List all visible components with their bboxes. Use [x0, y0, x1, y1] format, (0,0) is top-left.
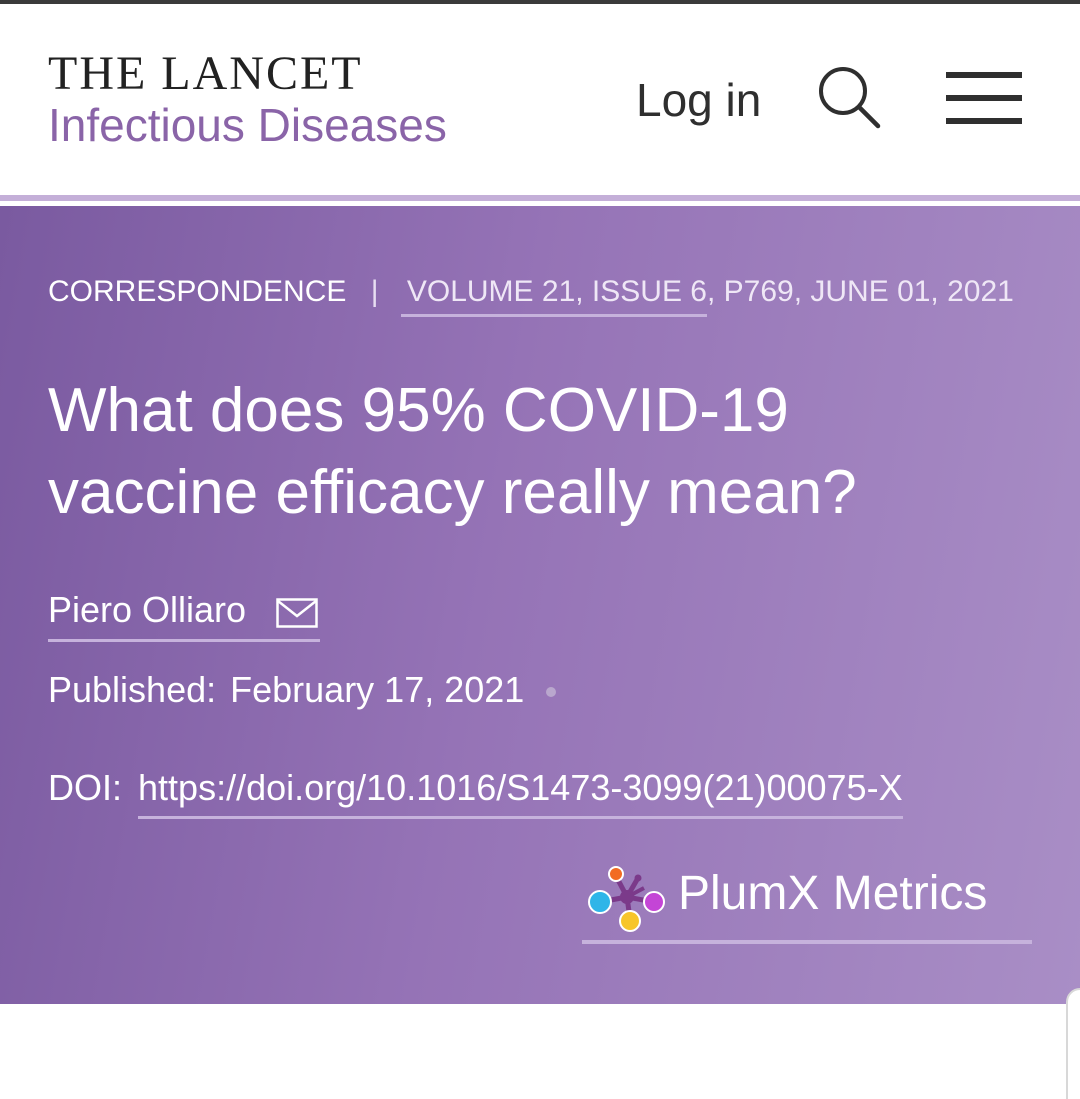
- search-icon[interactable]: [816, 64, 882, 130]
- author-link[interactable]: Piero Olliaro: [48, 588, 321, 642]
- published-label: Published:: [48, 669, 217, 710]
- article-body-area: [0, 1004, 1080, 1099]
- issue-link[interactable]: VOLUME 21, ISSUE 6: [400, 272, 707, 317]
- hamburger-menu-icon[interactable]: [944, 70, 1024, 130]
- status-dot-icon: [546, 687, 557, 698]
- site-header: THE LANCET Infectious Diseases Log in: [0, 4, 1080, 194]
- login-link[interactable]: Log in: [636, 74, 762, 126]
- doi-label: DOI:: [48, 767, 123, 808]
- plumx-logo-icon: [586, 864, 668, 934]
- logo-journal-subtitle: Infectious Diseases: [48, 99, 447, 151]
- header-divider: [0, 195, 1080, 201]
- plumx-label: PlumX Metrics: [678, 867, 988, 920]
- article-header-banner: CORRESPONDENCE | VOLUME 21, ISSUE 6, P76…: [0, 206, 1080, 1004]
- side-drawer-handle[interactable]: [1066, 988, 1080, 1099]
- logo-journal-name: THE LANCET: [48, 47, 363, 100]
- plumx-metrics-link[interactable]: PlumX Metrics: [582, 858, 1032, 944]
- article-title: What does 95% COVID-19 vaccine efficacy …: [48, 376, 857, 527]
- journal-logo[interactable]: THE LANCET Infectious Diseases: [48, 48, 447, 152]
- article-type: CORRESPONDENCE: [48, 275, 347, 308]
- meta-separator: |: [370, 275, 379, 308]
- article-meta-row: CORRESPONDENCE | VOLUME 21, ISSUE 6, P76…: [48, 272, 1014, 322]
- author-name: Piero Olliaro: [48, 589, 247, 630]
- doi-link[interactable]: https://doi.org/10.1016/S1473-3099(21)00…: [138, 766, 903, 819]
- doi-info: DOI: https://doi.org/10.1016/S1473-3099(2…: [48, 766, 903, 819]
- issue-info: VOLUME 21, ISSUE 6, P769, JUNE 01, 2021: [400, 272, 1014, 317]
- envelope-icon[interactable]: [276, 594, 318, 628]
- published-info: Published: February 17, 2021: [48, 668, 557, 712]
- issue-page-date: , P769, JUNE 01, 2021: [706, 275, 1014, 308]
- top-border: [0, 0, 1080, 4]
- published-date: February 17, 2021: [230, 669, 525, 710]
